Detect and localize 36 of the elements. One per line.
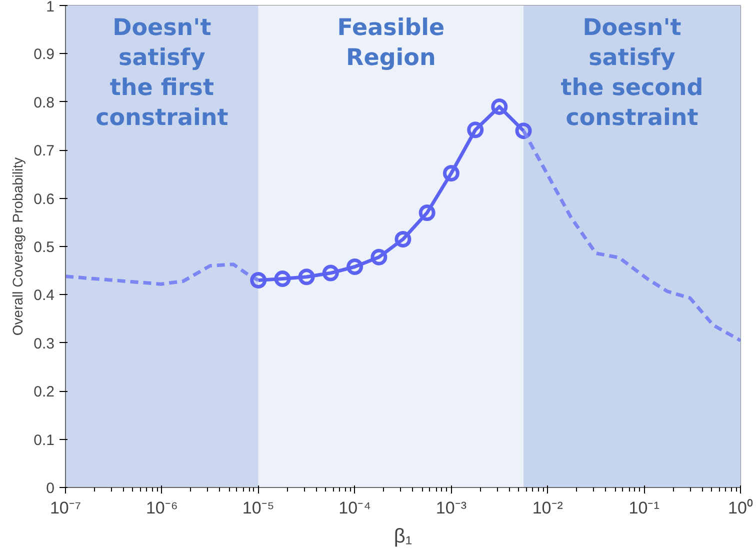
point <box>442 165 460 182</box>
y-tick-label: 0.4 <box>34 287 55 304</box>
point <box>515 122 532 140</box>
x-axis-title: β₁ <box>394 526 412 548</box>
y-tick-label: 0.3 <box>34 335 55 352</box>
y-tick-label: 0.8 <box>34 94 55 112</box>
y-tick-label: 0.9 <box>34 46 55 64</box>
y-tick-label: 0 <box>46 480 54 497</box>
y-tick-label: 0.6 <box>34 190 55 208</box>
point <box>298 268 315 286</box>
point <box>418 204 436 221</box>
point <box>250 272 267 288</box>
point <box>370 248 388 266</box>
y-tick-label: 0.5 <box>34 239 55 256</box>
y-tick-label: 1 <box>46 0 54 16</box>
x-tick-label: 10⁻¹ <box>628 498 660 518</box>
x-tick-label: 10⁻⁷ <box>50 498 82 518</box>
point <box>467 122 484 138</box>
point <box>274 270 291 288</box>
x-tick-label: 10⁻² <box>532 498 564 518</box>
y-tick-label: 0.7 <box>34 142 55 160</box>
x-tick-label: 10⁻⁴ <box>338 498 371 518</box>
band-label: Doesn't satisfy the first constraint <box>96 15 228 131</box>
point <box>491 98 508 115</box>
y-axis-title: Overall Coverage Probability <box>10 157 26 336</box>
point <box>394 231 412 248</box>
band-label: Feasible Region <box>337 15 445 72</box>
point <box>346 258 364 275</box>
point <box>322 264 339 282</box>
y-tick-label: 0.1 <box>34 432 55 449</box>
x-tick-label: 10⁻³ <box>436 498 467 518</box>
x-tick-label: 10⁻⁶ <box>146 498 178 518</box>
band-label: Doesn't satisfy the second constraint <box>560 15 704 131</box>
x-tick-label: 10⁻⁵ <box>242 498 274 518</box>
x-tick-label: 10⁰ <box>728 498 753 518</box>
y-tick-label: 0.2 <box>34 384 55 401</box>
